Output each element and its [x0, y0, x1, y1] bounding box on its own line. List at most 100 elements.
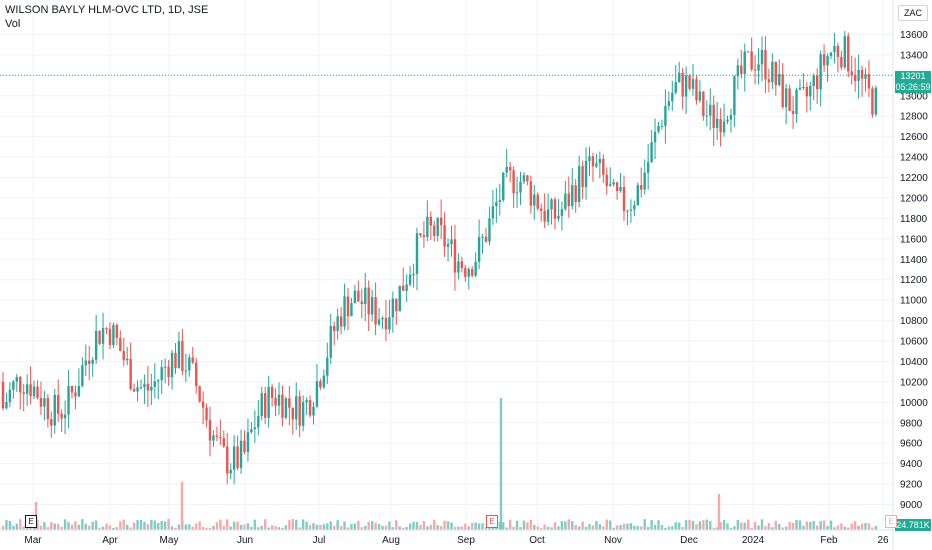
- candle-body: [515, 192, 519, 194]
- price-tick-label: 10600: [900, 337, 928, 348]
- candle-body: [360, 301, 363, 305]
- candle-body: [295, 396, 298, 420]
- currency-button[interactable]: ZAC: [898, 5, 928, 21]
- volume-bar: [143, 521, 146, 530]
- volume-bar: [591, 525, 595, 530]
- volume-bar: [57, 524, 60, 530]
- candle-body: [398, 285, 401, 312]
- price-tick-label: 11400: [900, 255, 928, 266]
- volume-bar: [474, 522, 477, 530]
- candle-body: [243, 440, 246, 452]
- price-tick-label: 11600: [900, 234, 928, 245]
- volume-bar: [605, 519, 608, 530]
- volume-bar: [205, 527, 208, 530]
- volume-bar: [712, 527, 715, 530]
- volume-bar: [153, 520, 156, 530]
- volume-bar: [322, 524, 326, 530]
- candle-body: [291, 407, 294, 420]
- volume-bar: [88, 525, 91, 530]
- volume-bar: [136, 519, 139, 530]
- candle-body: [736, 65, 740, 77]
- volume-bar: [8, 520, 12, 530]
- time-tick-label: Mar: [24, 535, 42, 546]
- candle-body: [836, 45, 840, 57]
- volume-bars: [1, 398, 878, 530]
- volume-bar: [388, 521, 391, 530]
- volume-bar: [160, 520, 163, 530]
- price-tick-label: 11000: [900, 296, 928, 307]
- candle-body: [67, 385, 70, 415]
- volume-bar: [191, 526, 194, 530]
- volume-bar: [53, 523, 56, 530]
- candle-body: [843, 36, 846, 68]
- volume-bar: [201, 527, 205, 530]
- volume-bar: [132, 522, 136, 530]
- candle-body: [81, 365, 84, 386]
- volume-bar: [715, 527, 719, 530]
- volume-bar: [678, 522, 681, 530]
- volume-bar: [360, 527, 363, 530]
- candle-body: [626, 210, 629, 212]
- candle-body: [391, 298, 395, 318]
- volume-bar: [91, 521, 94, 530]
- earnings-marker[interactable]: E: [885, 515, 897, 528]
- candle-body: [60, 413, 63, 419]
- volume-bar: [315, 524, 319, 530]
- volume-bar: [822, 520, 826, 530]
- candle-body: [557, 215, 560, 219]
- volume-bar: [567, 519, 570, 530]
- candle-body: [722, 121, 726, 133]
- candle-body: [5, 401, 8, 409]
- volume-bar: [308, 525, 312, 530]
- volume-bar: [15, 523, 18, 530]
- earnings-marker[interactable]: E: [25, 515, 37, 528]
- candle-body: [115, 324, 119, 338]
- volume-bar: [364, 525, 367, 530]
- volume-bar: [736, 519, 740, 530]
- volume-bar: [505, 527, 508, 530]
- volume-bar: [484, 526, 488, 530]
- volume-bar: [636, 526, 639, 530]
- candle-body: [167, 366, 170, 378]
- candle-body: [798, 87, 802, 90]
- candle-body: [333, 326, 336, 332]
- candle-body: [108, 328, 112, 345]
- candle-body: [781, 74, 784, 108]
- symbol-title[interactable]: WILSON BAYLY HLM-OVC LTD, 1D, JSE: [5, 4, 209, 16]
- candle-body: [667, 101, 671, 106]
- candle-body: [719, 118, 722, 133]
- candle-body: [460, 261, 464, 269]
- candle-body: [402, 285, 405, 291]
- price-axis[interactable]: 9000 9200 9400 9600 9800 10000 10200 10400 10600…: [900, 30, 928, 511]
- candle-body: [419, 233, 422, 236]
- volume-bar: [101, 526, 105, 530]
- volume-bar: [115, 527, 119, 530]
- volume-bar: [415, 522, 419, 530]
- candle-body: [536, 194, 539, 209]
- volume-bar: [105, 523, 108, 530]
- candle-body: [215, 435, 219, 437]
- candle-body: [357, 290, 360, 302]
- time-axis[interactable]: Mar Apr May Jun Jul Aug Sep Oct Nov Dec 2024 Feb 26: [24, 535, 889, 546]
- volume-bar: [22, 526, 25, 530]
- volume-bar: [12, 525, 15, 530]
- candle-body: [281, 394, 284, 418]
- volume-bar: [533, 524, 536, 530]
- volume-bar: [353, 523, 357, 530]
- volume-bar: [326, 523, 329, 530]
- candle-body: [63, 414, 67, 419]
- candle-body: [764, 49, 767, 80]
- volume-bar: [108, 525, 112, 530]
- candle-body: [422, 235, 426, 237]
- candle-body: [301, 402, 305, 426]
- candle-body: [619, 186, 622, 192]
- volume-bar: [329, 521, 332, 530]
- candle-body: [464, 268, 467, 277]
- candlesticks: [1, 31, 878, 485]
- volume-bar: [753, 521, 757, 530]
- candle-body: [57, 394, 60, 414]
- volume-bar: [339, 525, 343, 530]
- earnings-marker[interactable]: E: [486, 515, 498, 528]
- candle-body: [388, 317, 391, 330]
